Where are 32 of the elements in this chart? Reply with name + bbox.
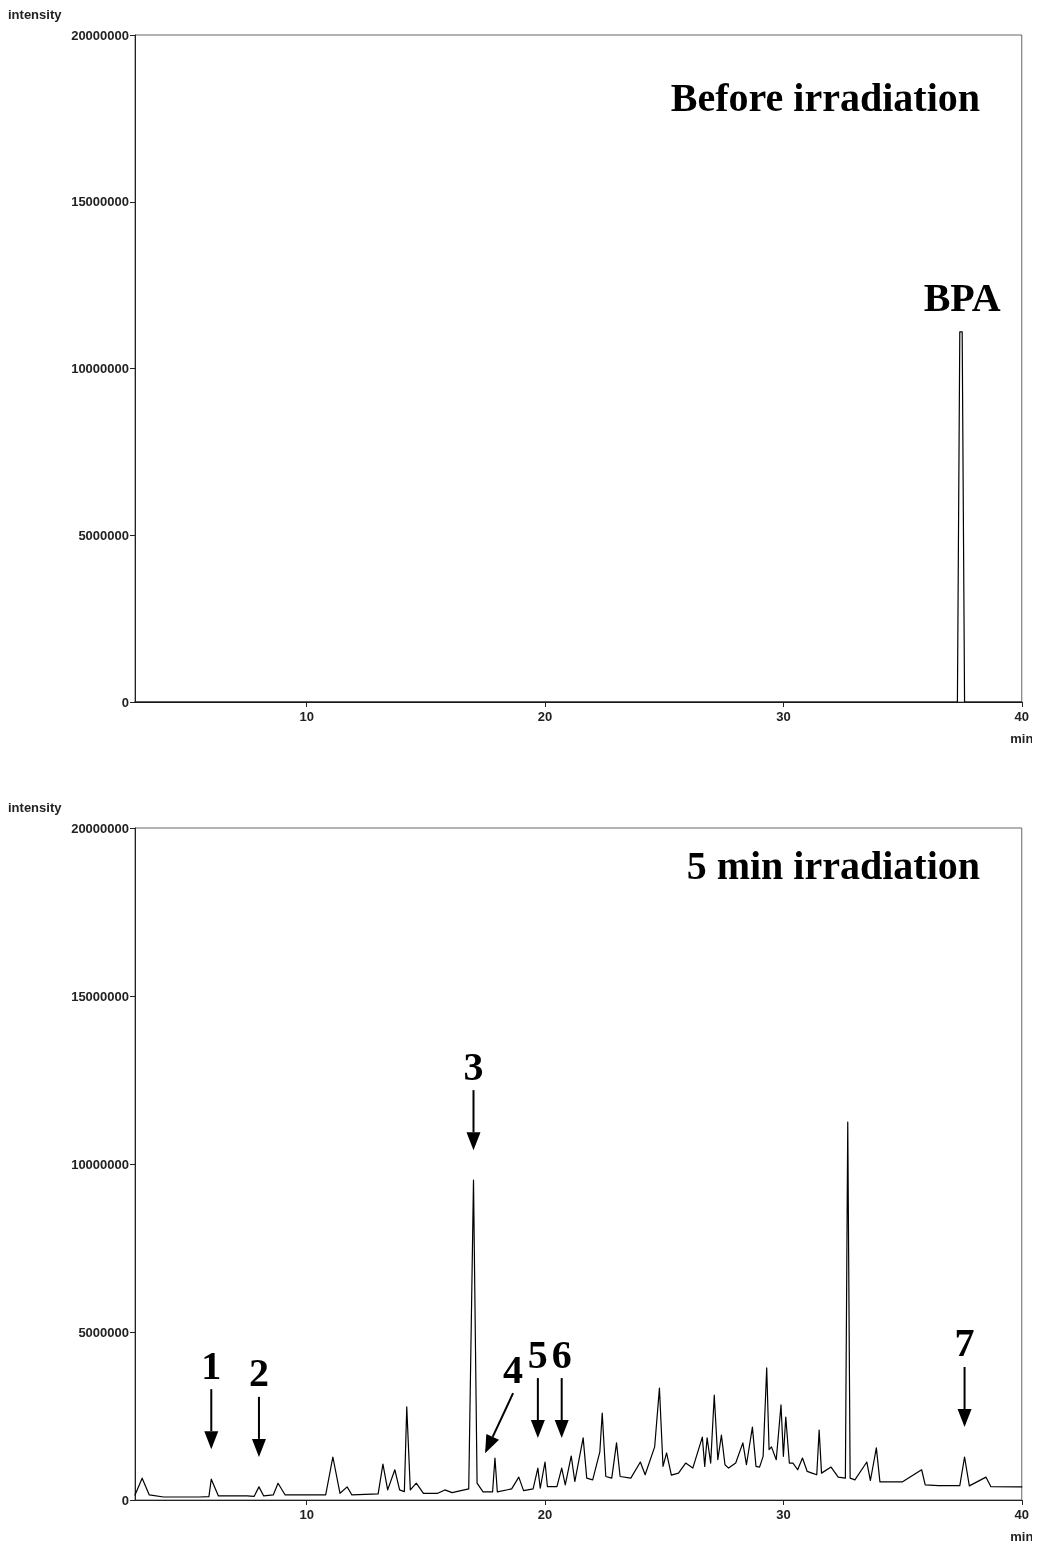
annotation: 2 [248, 1350, 269, 1396]
annotation: 5 [527, 1331, 548, 1377]
text: Before irradiation [670, 74, 980, 120]
x-tick-label: 10 [299, 709, 314, 724]
y-tick-label: 10000000 [71, 1156, 129, 1172]
x-tick-label: 40 [1014, 709, 1029, 724]
annotation: 7 [954, 1320, 975, 1366]
y-axis-title: intensity [8, 7, 63, 22]
y-tick-label: 0 [121, 694, 129, 710]
y-tick-label: 5000000 [78, 527, 129, 543]
y-tick-label: 15000000 [71, 194, 129, 210]
x-tick-label: 10 [299, 1507, 314, 1522]
annotation: 3 [463, 1043, 484, 1089]
x-tick-label: 30 [776, 1507, 791, 1522]
y-tick-label: 5000000 [78, 1324, 129, 1340]
x-tick-label: 30 [776, 709, 791, 724]
annotation: 6 [551, 1331, 572, 1377]
y-axis-title: intensity [8, 800, 63, 815]
y-tick-label: 0 [121, 1492, 129, 1508]
annotation: 4 [503, 1346, 524, 1392]
x-tick-label: 40 [1014, 1507, 1029, 1522]
annotation: BPA [923, 275, 1001, 321]
annotation: 1 [201, 1342, 222, 1388]
y-tick-label: 20000000 [71, 820, 129, 836]
chart-title: 5 min irradiation [686, 842, 980, 888]
y-tick-label: 20000000 [71, 27, 129, 43]
x-tick-label: 20 [537, 1507, 553, 1522]
y-tick-label: 15000000 [71, 988, 129, 1004]
x-axis-title: min [1010, 1529, 1034, 1544]
x-axis-title: min [1010, 731, 1034, 746]
y-tick-label: 10000000 [71, 361, 129, 376]
x-tick-label: 20 [537, 709, 553, 724]
